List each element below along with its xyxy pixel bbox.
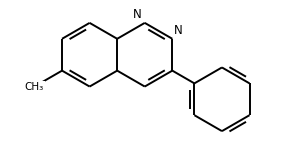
Text: CH₃: CH₃ [25,82,44,91]
Text: N: N [174,24,183,37]
Text: N: N [133,8,141,21]
